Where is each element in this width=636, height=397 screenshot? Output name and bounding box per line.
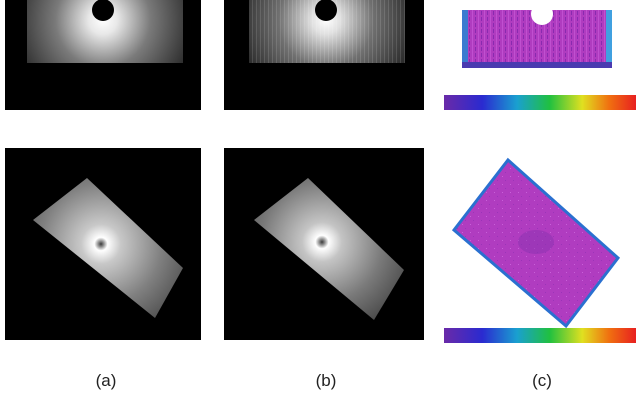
label-a: (a) — [95, 371, 117, 390]
label-b: (b) — [315, 371, 337, 390]
rainbow-colorbar-icon — [444, 328, 636, 343]
panel-a-top — [5, 0, 201, 110]
colorbar-bottom — [444, 328, 636, 343]
dose-block-b-bottom-icon — [254, 178, 404, 320]
panel-c-top — [462, 10, 612, 68]
label-c: (c) — [532, 371, 552, 390]
panel-c-bottom — [444, 150, 636, 330]
colorbar-top — [444, 95, 636, 110]
dose-slab-a-top-icon — [27, 0, 183, 63]
panel-b-top — [224, 0, 424, 110]
rainbow-colorbar-icon — [444, 95, 636, 110]
dose-slab-b-top-icon — [249, 0, 405, 63]
panel-b-bottom — [224, 148, 424, 340]
panel-a-bottom — [5, 148, 201, 340]
dose-block-a-bottom-icon — [33, 178, 183, 318]
difference-map-c-bottom-icon — [451, 157, 621, 329]
difference-map-c-top-icon — [462, 10, 612, 68]
